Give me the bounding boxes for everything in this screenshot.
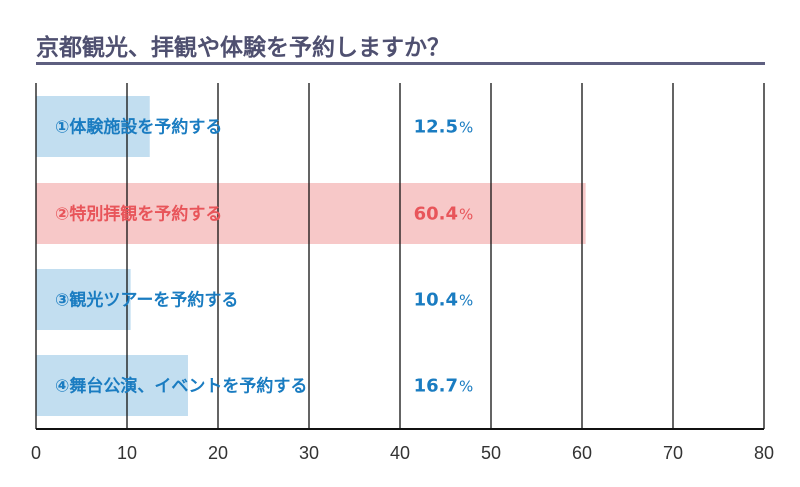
bar — [36, 355, 188, 416]
data-label: 16.7 — [414, 376, 458, 397]
x-tick-label: 10 — [117, 443, 137, 463]
unit-label: % — [459, 206, 473, 224]
x-tick-label: 0 — [31, 443, 41, 463]
x-tick-label: 50 — [481, 443, 501, 463]
chart-title: 京都観光、拝観や体験を予約しますか？ — [36, 35, 450, 61]
x-tick-label: 60 — [572, 443, 592, 463]
category-label: ①体験施設を予約する — [55, 117, 222, 138]
unit-label: % — [459, 119, 473, 137]
bar — [36, 96, 150, 157]
x-tick-label: 30 — [299, 443, 319, 463]
bar — [36, 269, 131, 330]
unit-label: % — [459, 378, 473, 396]
title-underline — [36, 62, 765, 65]
data-label: 10.4 — [414, 290, 458, 311]
x-tick-label: 20 — [208, 443, 228, 463]
category-label: ③観光ツアーを予約する — [55, 290, 238, 311]
category-label: ②特別拝観を予約する — [55, 204, 222, 225]
unit-label: % — [459, 292, 473, 310]
data-label: 12.5 — [414, 117, 458, 138]
x-tick-label: 40 — [390, 443, 410, 463]
data-label: 60.4 — [414, 204, 458, 225]
x-tick-label: 70 — [663, 443, 683, 463]
category-label: ④舞台公演、イベントを予約する — [55, 376, 307, 397]
x-tick-label: 80 — [754, 443, 774, 463]
